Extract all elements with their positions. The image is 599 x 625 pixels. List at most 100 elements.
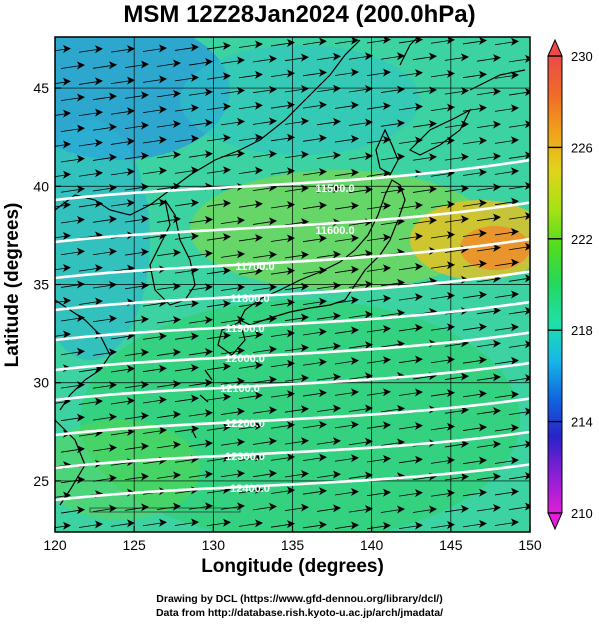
streamline-arrow — [63, 109, 71, 118]
streamline-arrow — [255, 267, 263, 276]
streamline-segment — [142, 170, 164, 175]
streamline-arrow — [511, 136, 519, 145]
streamline-arrow — [333, 437, 341, 446]
streamline-segment — [188, 286, 210, 291]
streamline-segment — [348, 155, 370, 160]
streamline-arrow — [191, 332, 199, 341]
streamline-arrow — [525, 374, 530, 383]
streamline-arrow — [301, 150, 309, 159]
contour-label: 12400.0 — [230, 483, 270, 495]
streamline-arrow — [287, 453, 295, 462]
streamline-arrow — [287, 520, 295, 529]
streamline-segment — [284, 286, 306, 291]
contour-label: 12000.0 — [225, 353, 265, 365]
streamline-arrow — [127, 396, 135, 405]
streamline-arrow — [269, 217, 277, 226]
streamline-segment — [110, 110, 132, 115]
streamline-arrow — [223, 133, 231, 142]
height-contour-line — [55, 300, 530, 342]
streamline-arrow — [191, 198, 199, 207]
streamline-arrow — [351, 101, 359, 110]
streamline-arrow — [511, 37, 519, 46]
streamline-segment — [188, 351, 210, 356]
streamline-segment — [430, 460, 452, 464]
streamline-segment — [462, 140, 484, 145]
streamline-segment — [124, 415, 146, 420]
streamline-segment — [124, 186, 146, 191]
streamline-arrow — [493, 306, 501, 315]
streamline-arrow — [397, 185, 405, 194]
streamline-segment — [238, 395, 260, 399]
streamline-segment — [398, 266, 420, 271]
streamline-arrow — [479, 168, 487, 177]
streamline-arrow — [109, 314, 117, 323]
streamline-segment — [284, 154, 306, 159]
streamline-segment — [334, 491, 356, 496]
streamline-arrow — [365, 84, 373, 93]
streamline-segment — [316, 315, 338, 320]
streamline-arrow — [397, 538, 405, 546]
streamline-segment — [334, 330, 356, 334]
streamline-arrow — [493, 183, 501, 192]
streamline-segment — [444, 409, 466, 414]
streamline-segment — [252, 441, 274, 445]
streamline-segment — [78, 267, 100, 272]
streamline-arrow — [77, 216, 85, 225]
streamline-arrow — [173, 89, 181, 98]
streamline-arrow — [269, 150, 277, 159]
contour-label: 12100.0 — [220, 383, 260, 395]
colorbar: 230 226 222 218 214 210 — [547, 38, 593, 531]
streamline-segment — [380, 156, 402, 161]
colorbar-max-triangle — [547, 38, 563, 57]
streamline-segment — [348, 221, 370, 226]
streamline-arrow — [63, 521, 71, 530]
streamline-arrow — [223, 72, 231, 81]
streamline-arrow — [223, 166, 231, 175]
streamline-arrow — [447, 37, 455, 45]
streamline-segment — [366, 328, 388, 333]
streamline-arrow — [63, 44, 71, 53]
coastline — [55, 37, 526, 513]
streamline-segment — [380, 343, 402, 348]
streamline-arrow — [127, 107, 135, 116]
streamline-segment — [348, 283, 370, 288]
streamline-segment — [430, 234, 452, 239]
streamline-arrow — [255, 361, 263, 370]
streamline-arrow — [269, 250, 277, 259]
streamline-arrow — [365, 404, 373, 413]
streamline-arrow — [511, 518, 519, 527]
streamline-arrow — [447, 520, 455, 529]
streamline-segment — [92, 384, 114, 389]
streamline-arrow — [173, 502, 181, 511]
colorbar-min-triangle — [547, 512, 563, 531]
streamline-segment — [302, 137, 324, 142]
streamline-arrow — [141, 503, 149, 512]
streamline-arrow — [461, 120, 469, 129]
streamline-segment — [270, 393, 292, 398]
streamline-arrow — [127, 137, 135, 146]
streamline-segment — [142, 139, 164, 144]
streamline-arrow — [397, 217, 405, 226]
streamline-segment — [156, 506, 178, 510]
streamline-arrow — [365, 280, 373, 289]
streamline-segment — [220, 90, 242, 95]
streamline-segment — [124, 352, 146, 357]
credit-drawing: Drawing by DCL (https://www.gfd-dennou.o… — [156, 593, 443, 605]
streamline-arrow — [173, 440, 181, 449]
streamline-segment — [124, 64, 146, 69]
streamline-arrow — [351, 487, 359, 496]
streamline-segment — [284, 347, 306, 352]
streamline-segment — [110, 268, 132, 273]
streamline-segment — [238, 137, 260, 142]
streamline-arrow — [109, 183, 117, 192]
streamline-segment — [60, 448, 82, 453]
streamline-arrow — [77, 445, 85, 454]
streamline-segment — [508, 91, 530, 96]
streamline-segment — [366, 359, 388, 364]
streamline-segment — [60, 188, 82, 193]
streamline-arrow — [127, 76, 135, 85]
streamline-segment — [430, 73, 452, 78]
streamline-arrow — [493, 407, 501, 416]
streamline-arrow — [141, 248, 149, 257]
streamline-arrow — [287, 421, 295, 430]
